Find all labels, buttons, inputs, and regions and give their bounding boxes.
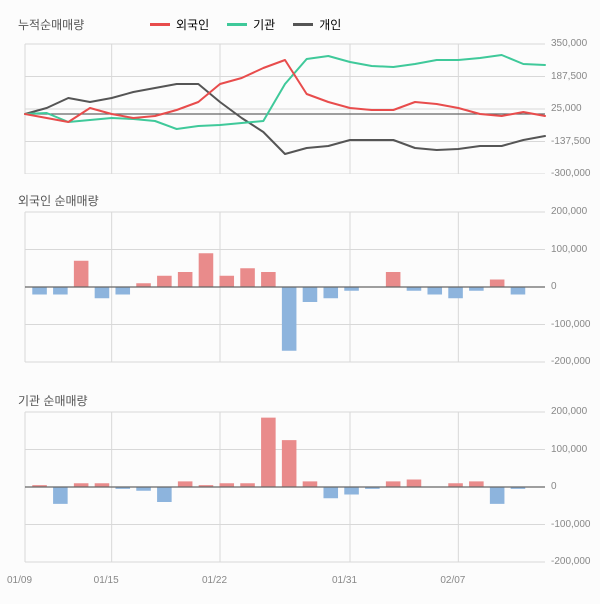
y-tick-label: 100,000: [551, 444, 587, 455]
foreigner-bar-svg: [10, 190, 590, 370]
y-tick-label: -137,500: [551, 136, 590, 147]
cumulative-svg: [10, 14, 590, 174]
y-tick-label: 25,000: [551, 103, 582, 114]
x-tick-label: 01/15: [94, 575, 119, 586]
y-tick-label: 200,000: [551, 206, 587, 217]
chart-container: 누적순매매량 외국인 기관 개인 외국인 순매매량 기관 순매매량: [0, 0, 600, 604]
y-tick-label: -200,000: [551, 556, 590, 567]
y-tick-label: 0: [551, 281, 557, 292]
institution-bar-panel: 기관 순매매량: [10, 390, 590, 570]
x-tick-label: 01/09: [7, 575, 32, 586]
y-tick-label: 100,000: [551, 244, 587, 255]
x-tick-label: 01/22: [202, 575, 227, 586]
foreigner-bar-panel: 외국인 순매매량: [10, 190, 590, 370]
y-tick-label: -100,000: [551, 319, 590, 330]
y-tick-label: 0: [551, 481, 557, 492]
y-tick-label: 350,000: [551, 38, 587, 49]
y-tick-label: 200,000: [551, 406, 587, 417]
x-tick-label: 02/07: [440, 575, 465, 586]
y-tick-label: -200,000: [551, 356, 590, 367]
institution-bar-svg: [10, 390, 590, 570]
cumulative-panel: 누적순매매량 외국인 기관 개인: [10, 14, 590, 174]
y-tick-label: -300,000: [551, 168, 590, 179]
x-tick-label: 01/31: [332, 575, 357, 586]
y-tick-label: -100,000: [551, 519, 590, 530]
y-tick-label: 187,500: [551, 71, 587, 82]
